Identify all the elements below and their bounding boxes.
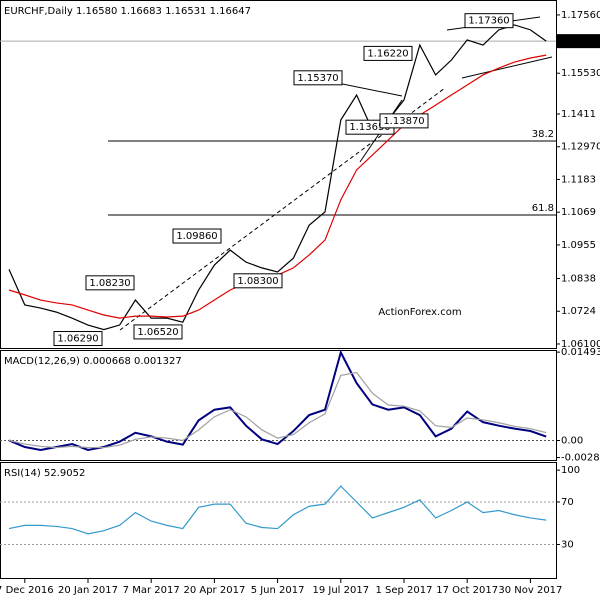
x-tick-label: 7 Dec 2016	[0, 585, 54, 596]
annotation-box	[293, 70, 343, 86]
series-line	[8, 24, 547, 331]
annotation-box	[233, 273, 283, 289]
annotation-box	[379, 113, 429, 129]
annotation-box	[172, 228, 222, 244]
y-tick-label: 1.17560	[561, 10, 600, 21]
series-line	[8, 485, 547, 535]
rsi-panel	[0, 462, 557, 579]
last-price-label: 1.16647	[560, 36, 600, 47]
panel-title: RSI(14) 52.9052	[4, 468, 85, 479]
x-tick-label: 20 Jan 2017	[58, 585, 118, 596]
annotation-box	[363, 45, 413, 61]
annotation-label: 1.09860	[176, 231, 217, 242]
y-tick-label: 1.1411	[561, 109, 596, 120]
fib-label: 61.8	[532, 203, 554, 214]
macd-panel	[0, 350, 557, 461]
y-tick-label: 1.06100	[561, 339, 600, 350]
panel-title: MACD(12,26,9) 0.000668 0.001327	[4, 356, 182, 367]
x-tick-label: 30 Nov 2017	[498, 585, 562, 596]
x-tick-label: 19 Jul 2017	[312, 585, 369, 596]
annotation-label: 1.17360	[468, 16, 509, 27]
x-tick-label: 17 Oct 2017	[436, 585, 498, 596]
annotation-box	[133, 324, 183, 340]
y-tick-label: 1.1069	[561, 207, 596, 218]
annotation-label: 1.13870	[383, 116, 424, 127]
y-tick-label: 1.15530	[561, 68, 600, 79]
y-tick-label: 1.0724	[561, 306, 596, 317]
watermark: ActionForex.com	[378, 307, 461, 318]
x-tick-label: 1 Sep 2017	[375, 585, 432, 596]
panel-title: EURCHF,Daily 1.16580 1.16683 1.16531 1.1…	[4, 6, 251, 17]
annotation-label: 1.15370	[297, 73, 338, 84]
annotation-label: 1.08300	[237, 276, 278, 287]
annotation-label: 1.06520	[137, 327, 178, 338]
fib-label: 38.2	[532, 129, 554, 140]
annotation-label: 1.06290	[57, 334, 98, 345]
y-tick-label: 0.014936	[561, 347, 600, 358]
annotation-label: 1.08230	[89, 278, 130, 289]
annotation-box	[464, 13, 514, 29]
y-tick-label: 1.0955	[561, 240, 596, 251]
annotation-box	[85, 275, 135, 291]
annotation-box	[53, 331, 103, 347]
y-tick-label: 70	[561, 497, 574, 508]
y-tick-label: 1.0838	[561, 274, 596, 285]
x-tick-label: 5 Jun 2017	[251, 585, 305, 596]
x-tick-label: 20 Apr 2017	[183, 585, 245, 596]
y-tick-label: -0.002882	[561, 453, 600, 464]
annotation-label: 1.13650	[349, 122, 390, 133]
y-tick-label: 1.12970	[561, 142, 600, 153]
last-price-box	[556, 34, 600, 49]
y-tick-label: 100	[561, 465, 580, 476]
series-line	[8, 371, 547, 449]
y-tick-label: 30	[561, 539, 574, 550]
trendline	[461, 56, 553, 79]
price-panel	[0, 0, 557, 349]
annotation-label: 1.16220	[367, 48, 408, 59]
y-tick-label: 1.1183	[561, 174, 596, 185]
x-tick-label: 7 Mar 2017	[123, 585, 180, 596]
y-tick-label: 0.00	[561, 435, 583, 446]
